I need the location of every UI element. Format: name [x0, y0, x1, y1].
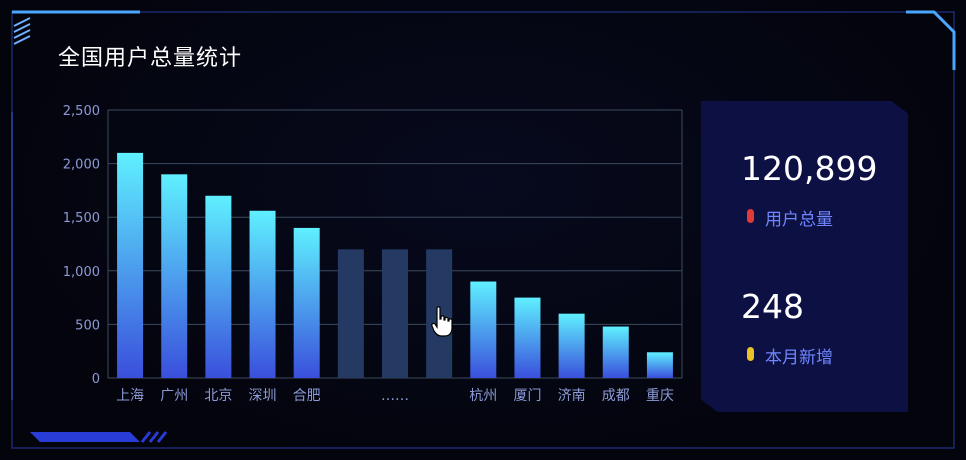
y-tick-label: 2,500	[63, 104, 100, 119]
bar[interactable]	[470, 281, 497, 378]
x-tick-label: 济南	[558, 388, 586, 404]
x-tick-label: 合肥	[293, 388, 321, 404]
x-tick-label: 广州	[160, 388, 188, 404]
y-tick-label: 500	[75, 318, 100, 333]
bar[interactable]	[602, 326, 629, 378]
total-users-value: 120,899	[741, 149, 878, 188]
x-tick-label: 北京	[204, 388, 232, 404]
y-tick-label: 2,000	[63, 158, 100, 173]
x-tick-label: 成都	[602, 388, 630, 404]
total-users-label: 用户总量	[765, 210, 833, 230]
y-tick-label: 1,500	[63, 211, 100, 226]
yellow-dot-icon	[747, 347, 754, 361]
red-dot-icon	[747, 209, 754, 223]
bar[interactable]	[558, 313, 585, 378]
bottom-bar-decoration	[30, 432, 140, 442]
bar[interactable]	[161, 174, 188, 378]
placeholder-bar[interactable]	[382, 249, 408, 378]
monthly-new-value: 248	[741, 287, 804, 326]
monthly-new-label: 本月新增	[765, 348, 833, 368]
x-tick-label: 深圳	[249, 388, 277, 404]
stats-card: 120,899 用户总量 248 本月新增	[701, 101, 908, 412]
hand-cursor-icon	[431, 306, 453, 337]
bar[interactable]	[646, 352, 673, 378]
bar[interactable]	[205, 195, 232, 378]
x-tick-label: 上海	[116, 388, 144, 404]
bar[interactable]	[249, 210, 276, 378]
bar-chart: 0 500 1,000 1,500 2,000 2,500 上海 广州 北京 深圳 合肥 …… 杭州 厦门…	[63, 104, 683, 404]
x-tick-label: ……	[381, 388, 409, 404]
y-tick-label: 1,000	[63, 265, 100, 280]
x-tick-label: 杭州	[469, 388, 497, 404]
placeholder-bar[interactable]	[337, 249, 364, 378]
panel-title: 全国用户总量统计	[58, 46, 243, 71]
bar[interactable]	[117, 152, 144, 378]
x-tick-label: 厦门	[513, 388, 541, 404]
bar[interactable]	[293, 227, 320, 378]
x-tick-label: 重庆	[646, 388, 674, 404]
stripes-decoration	[13, 17, 31, 45]
bar[interactable]	[514, 297, 541, 378]
y-tick-label: 0	[92, 372, 100, 387]
